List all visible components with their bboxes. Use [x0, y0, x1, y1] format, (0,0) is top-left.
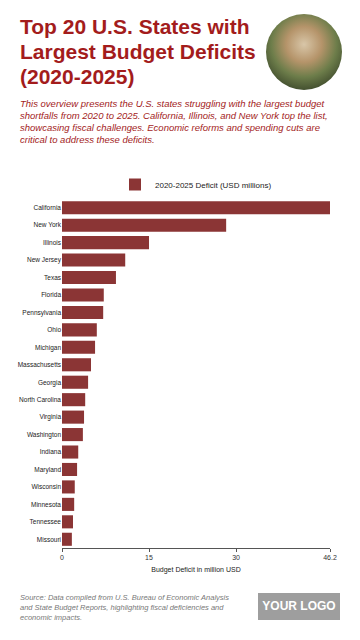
svg-text:Indiana: Indiana — [40, 448, 62, 455]
html-text:Top 20 U.S. States with Larges: Top 20 U.S. States with Largest Budget D… — [20, 15, 256, 88]
svg-text:New York: New York — [34, 221, 62, 228]
svg-text:Pennsylvania: Pennsylvania — [22, 309, 61, 317]
svg-text:New Jersey: New Jersey — [27, 256, 62, 264]
svg-text:Maryland: Maryland — [34, 466, 61, 474]
svg-text:Texas: Texas — [44, 274, 62, 281]
svg-text:46.2: 46.2 — [323, 554, 337, 561]
svg-text:Georgia: Georgia — [38, 379, 62, 387]
svg-text:Minnesota: Minnesota — [31, 501, 61, 508]
svg-text:Tennessee: Tennessee — [30, 518, 62, 525]
html-text:YOUR LOGO: YOUR LOGO — [262, 599, 336, 613]
svg-text:15: 15 — [145, 554, 153, 561]
svg-text:Michigan: Michigan — [35, 344, 61, 352]
svg-text:Ohio: Ohio — [47, 326, 61, 333]
svg-text:Budget Deficit in million USD: Budget Deficit in million USD — [151, 566, 240, 574]
svg-text:30: 30 — [232, 554, 240, 561]
svg-text:Wisconsin: Wisconsin — [31, 483, 61, 490]
svg-text:North Carolina: North Carolina — [19, 396, 61, 403]
html-text:Source: Data compiled from U.S: Source: Data compiled from U.S. Bureau o… — [20, 593, 229, 622]
svg-text:Missouri: Missouri — [37, 536, 61, 543]
svg-text:2020-2025 Deficit (USD million: 2020-2025 Deficit (USD millions) — [155, 181, 271, 190]
svg-text:Virginia: Virginia — [39, 413, 61, 421]
svg-text:0: 0 — [60, 554, 64, 561]
svg-text:California: California — [34, 204, 62, 211]
html-text:This overview presents the U.S: This overview presents the U.S. states s… — [20, 98, 328, 145]
svg-text:Illinois: Illinois — [43, 239, 62, 246]
svg-text:Florida: Florida — [41, 291, 61, 298]
svg-text:Massachusetts: Massachusetts — [18, 361, 62, 368]
svg-text:Washington: Washington — [27, 431, 61, 439]
